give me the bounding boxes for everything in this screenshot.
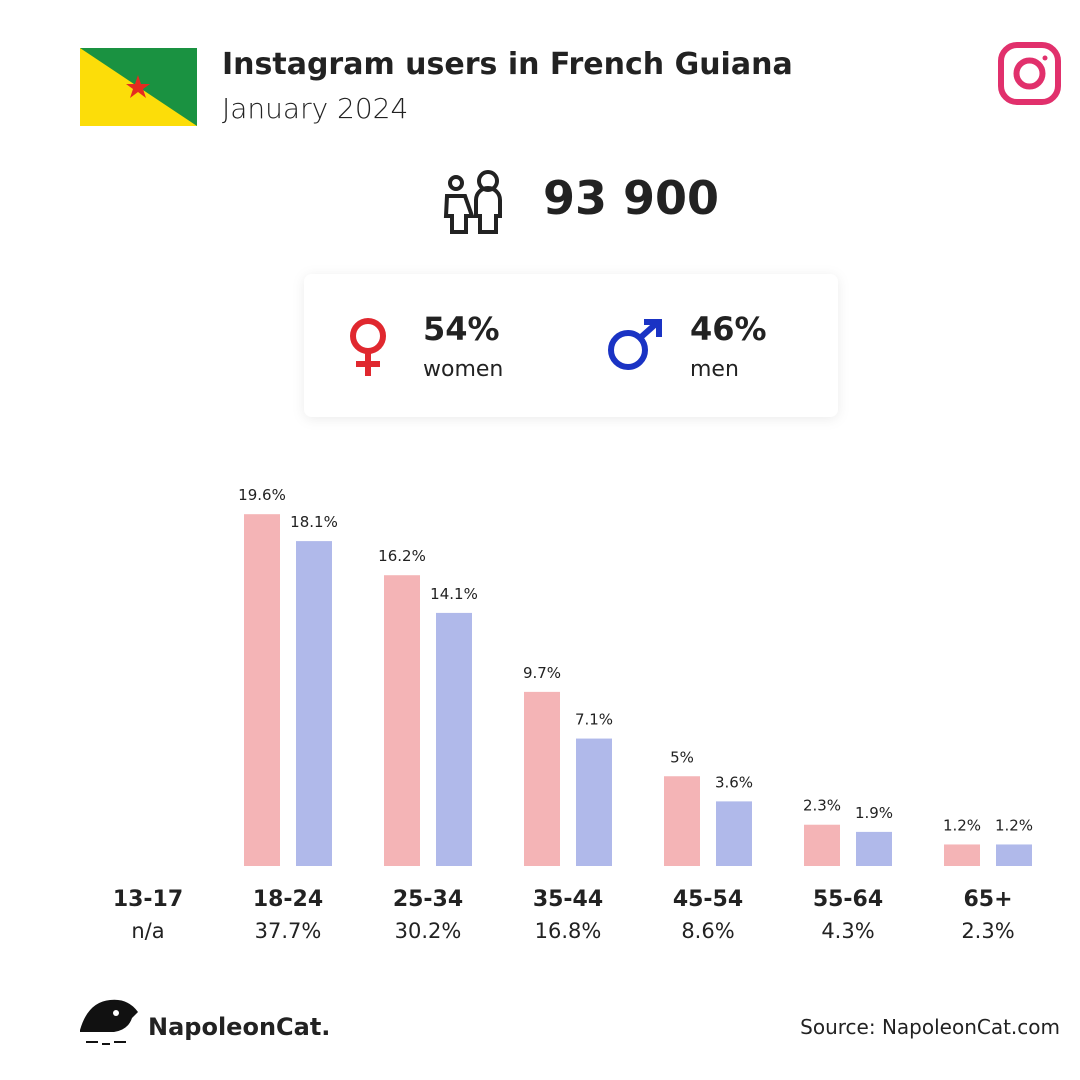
group-total: 37.7% [255,919,322,943]
value-label: 1.2% [995,816,1033,834]
category-label: 18-24 [253,887,323,912]
value-label: 2.3% [803,797,841,815]
category-label: 35-44 [533,887,603,912]
category-label: 25-34 [393,887,463,912]
value-label: 18.1% [290,513,338,531]
age-chart: 13-17 n/a 18-24 37.7% 19.6%18.1% 25-34 30.2% 16… [113,486,1033,943]
group-total: 4.3% [821,919,874,943]
total-users: 93 900 [543,171,719,225]
men-percent: 46% [690,310,767,348]
women-percent: 54% [423,310,500,348]
value-label: 1.2% [943,816,981,834]
bar [384,575,420,866]
brand: NapoleonCat. [148,1013,330,1041]
bar [944,844,980,866]
bar [996,844,1032,866]
men-label: men [690,357,739,382]
bar [436,612,472,866]
napoleoncat-logo [80,999,138,1045]
group-total: 8.6% [681,919,734,943]
value-label: 14.1% [430,585,478,603]
value-label: 7.1% [575,711,613,729]
bar [856,831,892,866]
category-label: 45-54 [673,887,743,912]
bar [576,738,612,866]
bar [664,776,700,866]
bar [524,691,560,866]
instagram-logo [998,42,1061,105]
bar [716,801,752,866]
category-label: 55-64 [813,887,883,912]
category-label: 65+ [963,887,1012,912]
male-icon [608,319,662,370]
women-label: women [423,357,503,382]
female-icon [350,318,386,376]
value-label: 9.7% [523,664,561,682]
group-total: n/a [131,919,164,943]
group-total: 30.2% [395,919,462,943]
gender-card [304,274,838,417]
group-total: 2.3% [961,919,1014,943]
value-label: 3.6% [715,773,753,791]
value-label: 5% [670,748,694,766]
bar [244,514,280,866]
subtitle: January 2024 [222,92,408,125]
value-label: 16.2% [378,547,426,565]
category-label: 13-17 [113,887,183,912]
flag [80,48,197,126]
bar [296,541,332,866]
title: Instagram users in French Guiana [222,47,793,82]
bar [804,824,840,866]
people-icon [443,170,502,234]
group-total: 16.8% [535,919,602,943]
source: Source: NapoleonCat.com [800,1015,1060,1039]
value-label: 1.9% [855,804,893,822]
value-label: 19.6% [238,486,286,504]
